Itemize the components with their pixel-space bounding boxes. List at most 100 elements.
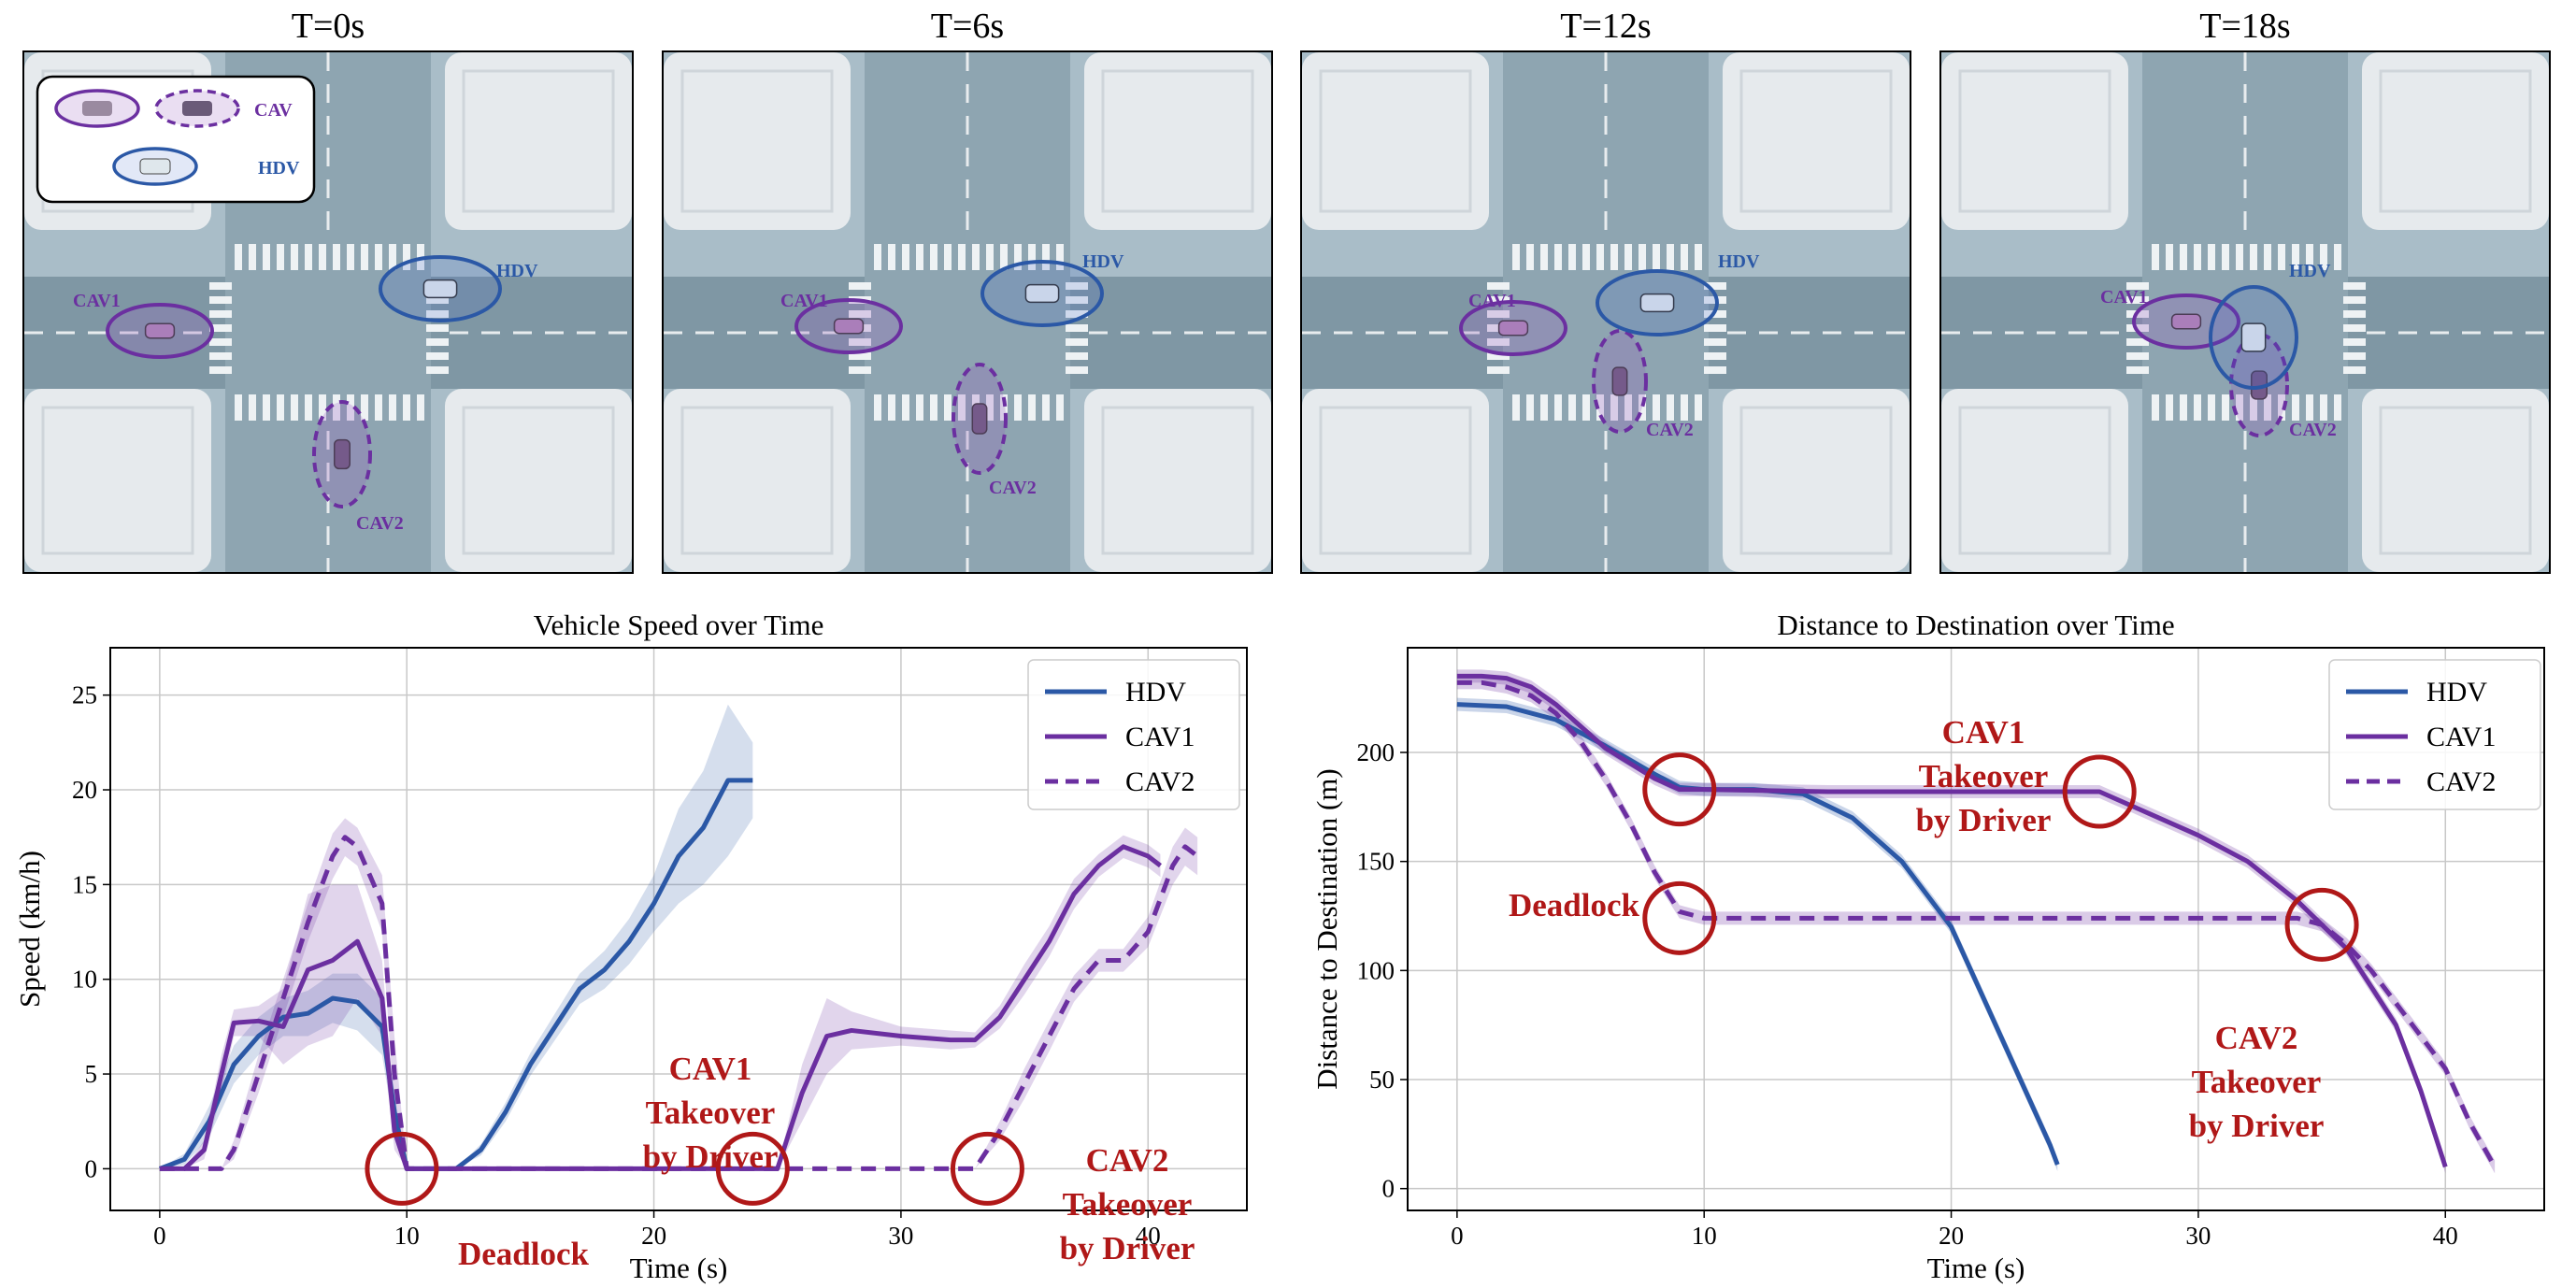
legend-box bbox=[2328, 659, 2541, 810]
crosswalk-stripe bbox=[1540, 244, 1548, 270]
crosswalk-stripe bbox=[1554, 394, 1562, 421]
y-tick-label: 0 bbox=[1382, 1175, 1395, 1203]
annotation-circle-cav2 bbox=[950, 1131, 1024, 1206]
building-roof bbox=[41, 406, 194, 555]
snapshot-title-2: T=12s bbox=[1560, 7, 1652, 46]
crosswalk-stripe bbox=[249, 394, 256, 421]
crosswalk-stripe bbox=[1610, 244, 1618, 270]
crosswalk-stripe bbox=[277, 244, 284, 270]
snapshot-scene-2: CAV1 CAV2 HDV bbox=[1302, 52, 1910, 572]
crosswalk-stripe bbox=[1487, 366, 1510, 374]
annotation-deadlock: Deadlock bbox=[1509, 887, 1640, 923]
cav2-label: CAV2 bbox=[2289, 420, 2337, 440]
crosswalk-stripe bbox=[333, 244, 340, 270]
chart-title: Vehicle Speed over Time bbox=[534, 608, 824, 641]
crosswalk-stripe bbox=[1028, 394, 1036, 421]
crosswalk-stripe bbox=[426, 310, 449, 318]
crosswalk-stripe bbox=[2306, 394, 2313, 421]
hdv-ellipse bbox=[1596, 269, 1719, 336]
legend-cav2-car bbox=[182, 101, 212, 116]
x-axis-label: Time (s) bbox=[630, 1252, 728, 1284]
hdv-label: HDV bbox=[1082, 251, 1124, 272]
y-tick-label: 20 bbox=[72, 776, 97, 804]
building-block bbox=[664, 52, 851, 230]
crosswalk-stripe bbox=[986, 244, 994, 270]
crosswalk-stripe bbox=[2343, 324, 2366, 332]
building-block bbox=[1723, 389, 1910, 572]
y-tick-label: 100 bbox=[1357, 956, 1395, 984]
building-block bbox=[1302, 52, 1489, 230]
y-axis-label: Distance to Destination (m) bbox=[1310, 768, 1343, 1090]
crosswalk-stripe bbox=[930, 244, 937, 270]
annotation-circle-deadlock bbox=[1642, 880, 1717, 955]
snapshot-frame-2: CAV1 CAV2 HDV bbox=[1300, 50, 1911, 574]
chart-legend: HDV CAV1 CAV2 bbox=[2328, 659, 2541, 810]
crosswalk-stripe bbox=[902, 244, 909, 270]
crosswalk-stripe bbox=[2152, 394, 2159, 421]
building-roof bbox=[1101, 406, 1254, 555]
hdv-ellipse bbox=[2209, 285, 2298, 390]
crosswalk-stripe bbox=[2126, 352, 2149, 360]
crosswalk-stripe bbox=[2126, 282, 2149, 290]
crosswalk-stripe bbox=[2236, 244, 2243, 270]
annotation-cav1-takeover: CAV1 Takeover by Driver bbox=[643, 1051, 779, 1175]
vertical-road bbox=[1503, 52, 1709, 572]
crosswalk-stripe bbox=[2126, 296, 2149, 304]
x-tick-label: 30 bbox=[2185, 1222, 2211, 1250]
crosswalk-stripe bbox=[2320, 394, 2327, 421]
building-roof bbox=[1739, 406, 1893, 555]
crosswalk-stripe bbox=[209, 324, 232, 332]
crosswalk-stripe bbox=[426, 352, 449, 360]
crosswalk-stripe bbox=[1568, 244, 1576, 270]
series-band-cav1 bbox=[1456, 669, 2446, 1174]
snapshot-legend: CAV HDV bbox=[36, 75, 316, 204]
building-block bbox=[1941, 389, 2128, 572]
crosswalk-stripe bbox=[403, 394, 410, 421]
crosswalk-stripe bbox=[1042, 244, 1050, 270]
crosswalk-stripe bbox=[235, 244, 242, 270]
building-roof bbox=[2379, 406, 2532, 555]
crosswalk-stripe bbox=[1596, 244, 1604, 270]
crosswalk-stripe bbox=[333, 394, 340, 421]
y-tick-label: 5 bbox=[85, 1060, 98, 1088]
snapshot-title-3: T=18s bbox=[2199, 7, 2291, 46]
building-block bbox=[1084, 389, 1271, 572]
hdv-ellipse bbox=[980, 260, 1104, 327]
crosswalk-stripe bbox=[2208, 244, 2215, 270]
crosswalk-stripe bbox=[1653, 394, 1660, 421]
crosswalk-stripe bbox=[2126, 366, 2149, 374]
x-tick-label: 20 bbox=[1939, 1222, 1964, 1250]
crosswalk-stripe bbox=[389, 394, 396, 421]
crosswalk-stripe bbox=[1639, 244, 1646, 270]
series-line-cav2 bbox=[159, 835, 1199, 1171]
crosswalk-stripe bbox=[958, 244, 966, 270]
crosswalk-stripe bbox=[1681, 244, 1688, 270]
crosswalk-stripe bbox=[2320, 244, 2327, 270]
cav2-car bbox=[971, 403, 988, 435]
crosswalk-stripe bbox=[849, 366, 871, 374]
vertical-road bbox=[865, 52, 1070, 572]
crosswalk-stripe bbox=[1066, 366, 1088, 374]
crosswalk-stripe bbox=[389, 244, 396, 270]
cav1-ellipse bbox=[1459, 300, 1567, 356]
x-tick-label: 30 bbox=[888, 1222, 913, 1250]
crosswalk-stripe bbox=[874, 244, 881, 270]
crosswalk-stripe bbox=[2343, 310, 2366, 318]
building-roof bbox=[1958, 406, 2111, 555]
legend-cav-text: CAV bbox=[254, 100, 293, 121]
plot-frame bbox=[109, 647, 1248, 1211]
crosswalk-stripe bbox=[2343, 366, 2366, 374]
crosswalk-stripe bbox=[2180, 244, 2187, 270]
crosswalk-stripe bbox=[1540, 394, 1548, 421]
crosswalk-stripe bbox=[2194, 394, 2201, 421]
crosswalk-stripe bbox=[417, 394, 424, 421]
cav2-car bbox=[334, 438, 351, 470]
crosswalk-stripe bbox=[426, 366, 449, 374]
crosswalk-stripe bbox=[1526, 394, 1534, 421]
x-tick-label: 40 bbox=[2433, 1222, 2458, 1250]
annotation-circle-cav2 bbox=[2284, 887, 2359, 962]
crosswalk-stripe bbox=[1667, 244, 1674, 270]
annotation-circle-cav1 bbox=[715, 1131, 790, 1206]
crosswalk-stripe bbox=[874, 394, 881, 421]
snapshot-title-0: T=0s bbox=[291, 7, 365, 46]
